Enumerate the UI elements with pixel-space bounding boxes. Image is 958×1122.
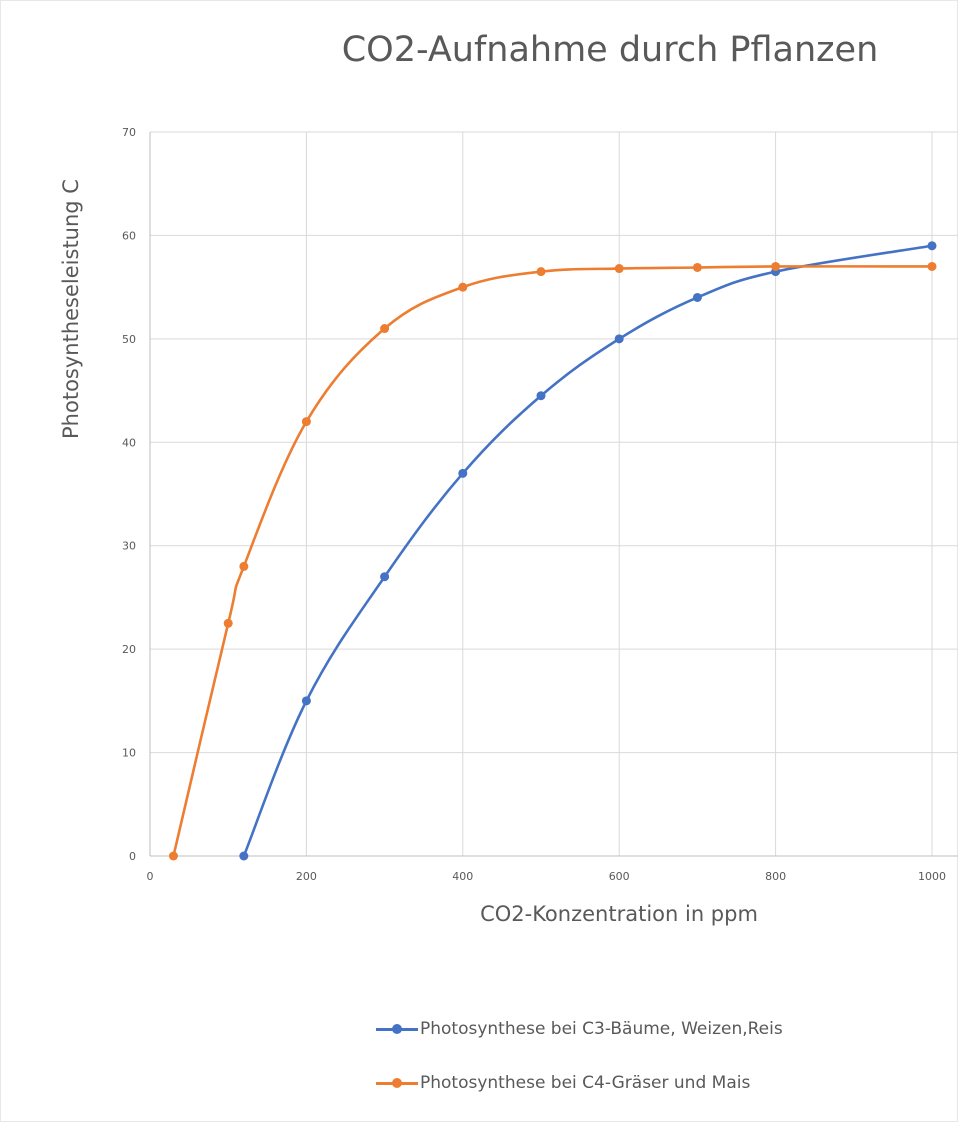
data-point-series-2 bbox=[458, 282, 468, 292]
legend-item-c4: Photosynthese bei C4-Gräser und Mais bbox=[376, 1068, 783, 1098]
legend-swatch-c4 bbox=[376, 1077, 418, 1089]
data-point-series-2 bbox=[239, 561, 249, 571]
data-point-series-1 bbox=[614, 334, 624, 344]
data-point-series-1 bbox=[692, 292, 702, 302]
data-point-series-1 bbox=[927, 241, 937, 251]
chart-title: CO2-Aufnahme durch Pflanzen bbox=[341, 30, 879, 70]
data-point-series-2 bbox=[692, 262, 702, 272]
y-tick-label: 60 bbox=[122, 229, 136, 242]
data-point-series-1 bbox=[458, 468, 468, 478]
legend-label-c3: Photosynthese bei C3-Bäume, Weizen,Reis bbox=[420, 1019, 783, 1039]
y-tick-label: 20 bbox=[122, 643, 136, 656]
y-axis-label: Photosyntheseleistung C bbox=[59, 179, 83, 439]
y-tick-label: 40 bbox=[122, 436, 136, 449]
series-points bbox=[168, 241, 937, 861]
data-point-series-2 bbox=[223, 618, 233, 628]
tick-labels: 0 10 20 30 40 50 60 70 0 200 400 600 800 1000 bbox=[122, 126, 946, 883]
legend-label-c4: Photosynthese bei C4-Gräser und Mais bbox=[420, 1073, 751, 1093]
data-point-series-2 bbox=[168, 851, 178, 861]
line-chart: 0 10 20 30 40 50 60 70 0 200 400 600 800 1000 CO2-Kon… bbox=[59, 126, 958, 926]
data-point-series-2 bbox=[771, 261, 781, 271]
series-line-2 bbox=[172, 265, 933, 857]
series-line-1 bbox=[242, 244, 933, 857]
y-tick-label: 10 bbox=[122, 747, 136, 760]
y-tick-label: 0 bbox=[129, 850, 136, 863]
legend-swatch-c3 bbox=[376, 1023, 418, 1035]
y-tick-label: 30 bbox=[122, 540, 136, 553]
data-point-series-1 bbox=[301, 696, 311, 706]
data-point-series-1 bbox=[536, 391, 546, 401]
legend-item-c3: Photosynthese bei C3-Bäume, Weizen,Reis bbox=[376, 1014, 783, 1044]
x-tick-label: 1000 bbox=[918, 870, 946, 883]
y-tick-label: 70 bbox=[122, 126, 136, 139]
legend: Photosynthese bei C3-Bäume, Weizen,Reis … bbox=[376, 1014, 783, 1122]
y-tick-label: 50 bbox=[122, 333, 136, 346]
series-lines bbox=[172, 244, 933, 857]
data-point-series-2 bbox=[927, 261, 937, 271]
axes bbox=[149, 132, 958, 857]
x-tick-label: 0 bbox=[147, 870, 154, 883]
data-point-series-2 bbox=[301, 417, 311, 427]
data-point-series-2 bbox=[536, 267, 546, 277]
x-tick-label: 600 bbox=[609, 870, 630, 883]
data-point-series-2 bbox=[380, 324, 390, 334]
x-tick-label: 800 bbox=[765, 870, 786, 883]
data-point-series-1 bbox=[380, 572, 390, 582]
data-point-series-2 bbox=[614, 264, 624, 274]
x-axis-label: CO2-Konzentration in ppm bbox=[480, 902, 758, 926]
x-tick-label: 400 bbox=[452, 870, 473, 883]
data-point-series-1 bbox=[239, 851, 249, 861]
x-tick-label: 200 bbox=[296, 870, 317, 883]
